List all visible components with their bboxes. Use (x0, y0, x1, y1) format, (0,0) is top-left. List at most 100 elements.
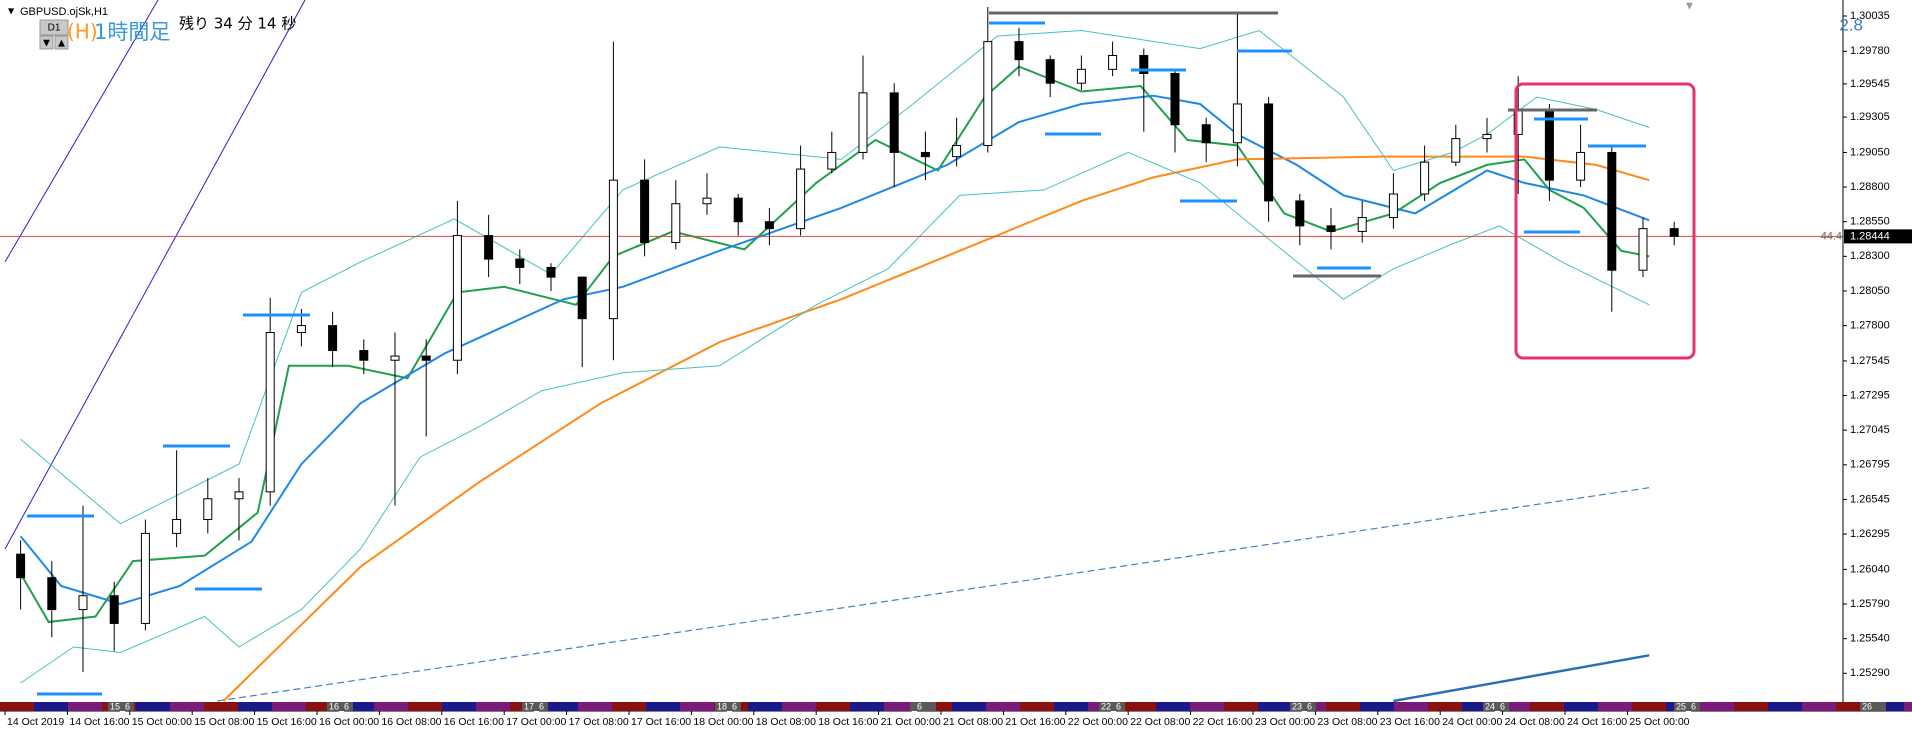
session-block (1054, 702, 1088, 711)
session-block (680, 702, 714, 711)
session-block (1122, 702, 1156, 711)
overlay-label: (H) (67, 20, 98, 44)
session-label: 15_6 (110, 701, 130, 711)
candle-body (1326, 225, 1336, 232)
x-tick-label: 25 Oct 00:00 (1629, 716, 1689, 728)
candle-body (1232, 103, 1242, 144)
timeframe-text: 1時間足 (94, 20, 170, 44)
down-icon[interactable]: ▼ (43, 39, 50, 49)
down-button[interactable] (39, 35, 54, 50)
candle-body (1607, 151, 1617, 271)
annotations (27, 11, 1646, 696)
x-tick-label: 23 Oct 00:00 (1255, 716, 1315, 728)
candle-body (546, 266, 556, 278)
dropdown-icon[interactable]: ▼ (8, 7, 15, 16)
candle-body (796, 168, 806, 230)
candle-body (827, 151, 837, 170)
candle-body (889, 92, 899, 153)
x-tick-label: 18 Oct 00:00 (693, 716, 753, 728)
up-button[interactable] (54, 35, 69, 50)
y-tick-label: 1.28550 (1850, 216, 1890, 228)
x-tick-label: 14 Oct 16:00 (69, 716, 129, 728)
session-label-bg (108, 702, 134, 711)
candle-body (1482, 133, 1492, 140)
session-block (1836, 702, 1870, 711)
candle-body (702, 197, 712, 205)
session-label-bg (1290, 702, 1316, 711)
session-block (1326, 702, 1360, 711)
candle-body (390, 355, 400, 361)
indicator-line (1393, 654, 1650, 703)
y-tick-label: 1.30035 (1850, 10, 1890, 22)
x-tick-label: 24 Oct 16:00 (1567, 716, 1627, 728)
y-tick-label: 1.26295 (1850, 528, 1890, 540)
y-tick-label: 1.29780 (1850, 45, 1890, 57)
y-tick-label: 1.25540 (1850, 633, 1890, 645)
candle-body (1357, 217, 1367, 232)
indicator-line (20, 29, 1650, 525)
session-label: 17_6 (524, 701, 544, 711)
session-block (1870, 702, 1904, 711)
x-tick-label: 14 Oct 2019 (7, 716, 64, 728)
session-strip: 15_6 16_6 17_6 18_6 _6 22_6 23_6 24_6 25_6 26 (0, 701, 1912, 711)
session-block (136, 702, 170, 711)
x-tick-label: 21 Oct 00:00 (881, 716, 941, 728)
candle-body (1451, 138, 1461, 163)
up-icon[interactable]: ▲ (58, 39, 65, 49)
candle-body (983, 41, 993, 147)
session-block (34, 702, 68, 711)
session-block (578, 702, 612, 711)
session-block (1564, 702, 1598, 711)
x-tick-label: 16 Oct 00:00 (319, 716, 379, 728)
countdown: 残り 34 分 14 秒 (179, 15, 296, 33)
x-tick-label: 15 Oct 16:00 (257, 716, 317, 728)
session-block (68, 702, 102, 711)
candle-body (16, 553, 26, 579)
candle-body (640, 179, 650, 243)
session-block (0, 702, 34, 711)
session-label-bg (522, 702, 548, 711)
candle-body (296, 325, 306, 334)
timeframe-button-label[interactable]: D1 (48, 23, 61, 34)
session-block (748, 702, 782, 711)
y-tick-label: 1.29545 (1850, 78, 1890, 90)
candle-body (1638, 228, 1648, 271)
x-tick-label: 17 Oct 00:00 (506, 716, 566, 728)
session-block (1190, 702, 1224, 711)
session-block (884, 702, 918, 711)
session-label-bg (1674, 702, 1700, 711)
candle-body (203, 498, 213, 521)
session-block (374, 702, 408, 711)
y-tick-label: 1.29305 (1850, 111, 1890, 123)
candle-body (920, 151, 930, 158)
session-block (1496, 702, 1530, 711)
y-tick-label: 1.29050 (1850, 146, 1890, 158)
session-block (170, 702, 204, 711)
candle-body (858, 92, 868, 153)
y-tick-label: 1.27800 (1850, 320, 1890, 332)
session-block (204, 702, 238, 711)
y-tick-label: 1.28300 (1850, 250, 1890, 262)
candle-body (421, 355, 431, 361)
candle-body (265, 332, 275, 493)
x-tick-label: 24 Oct 08:00 (1505, 716, 1565, 728)
session-block (952, 702, 986, 711)
session-block (1700, 702, 1734, 711)
session-block (272, 702, 306, 711)
timeframe-button[interactable] (39, 19, 69, 36)
x-tick-label: 23 Oct 16:00 (1380, 716, 1440, 728)
candle-body (952, 145, 962, 158)
session-block (476, 702, 510, 711)
y-tick-label: 1.26795 (1850, 459, 1890, 471)
y-tick-label: 1.25290 (1850, 667, 1890, 679)
current-price-box (1844, 229, 1912, 244)
candle-body (47, 577, 57, 611)
x-tick-label: 22 Oct 08:00 (1130, 716, 1190, 728)
session-block (442, 702, 476, 711)
session-block (1360, 702, 1394, 711)
session-label: 18_6 (717, 701, 737, 711)
candle-body (608, 179, 618, 320)
session-label-bg (715, 702, 741, 711)
candle-body (140, 532, 150, 624)
candle-body (1420, 161, 1430, 195)
